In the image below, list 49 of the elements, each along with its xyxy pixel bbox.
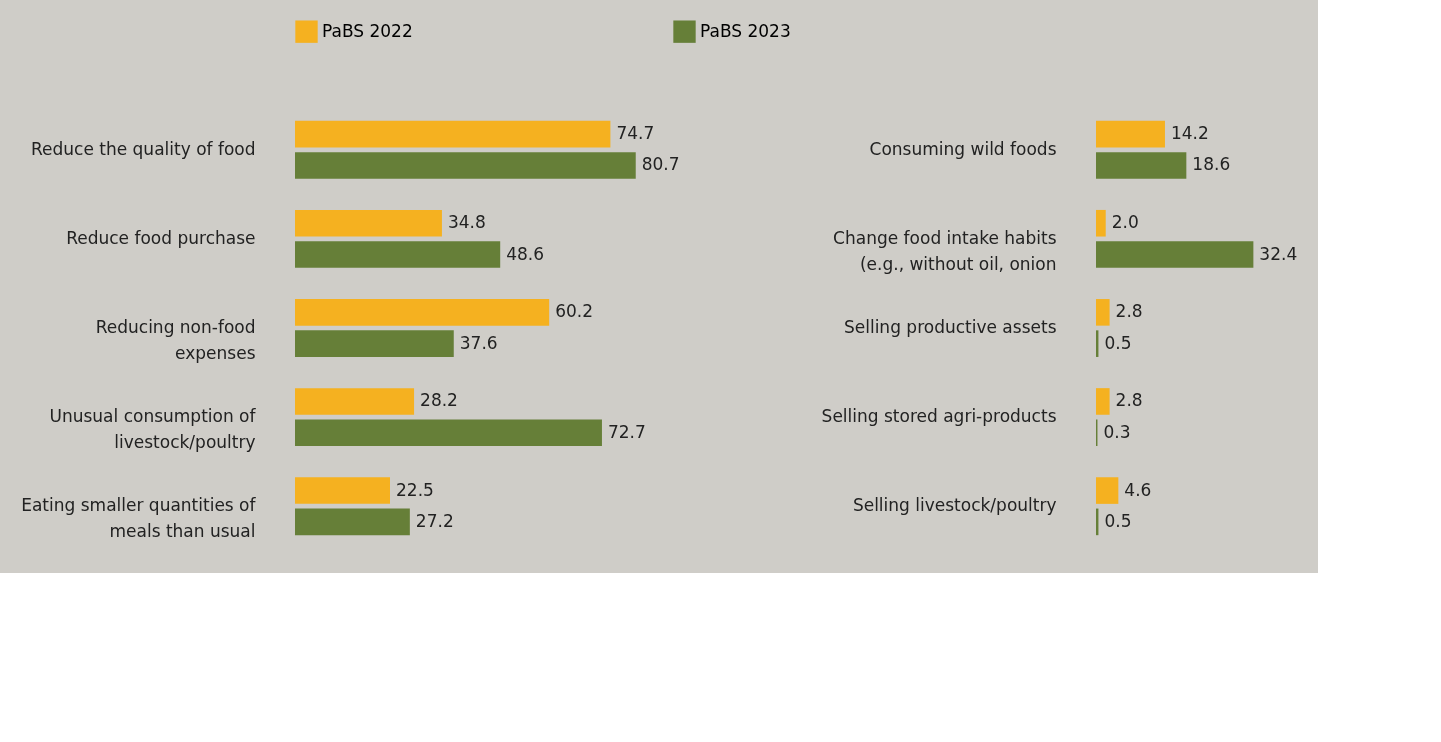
data-label: 72.7 <box>607 421 646 442</box>
bar <box>295 152 636 179</box>
y-tick-label: Unusual consumption of livestock/poultry <box>49 406 257 453</box>
bar <box>295 330 454 357</box>
y-tick-label: Consuming wild foods <box>869 138 1057 159</box>
data-label: 74.7 <box>616 123 655 144</box>
data-label: 0.3 <box>1103 421 1131 442</box>
bar <box>1096 388 1110 415</box>
bar <box>295 388 415 415</box>
bar <box>295 120 611 148</box>
bar <box>295 299 550 326</box>
y-tick-label: Reduce food purchase <box>66 227 256 248</box>
data-label: 22.5 <box>396 479 434 500</box>
y-tick-label: Change food intake habits (e.g., without oil, onion <box>833 227 1057 274</box>
y-tick-label: Eating smaller quantities of meals than usual <box>21 495 257 542</box>
data-label: 27.2 <box>415 510 454 531</box>
bar <box>295 477 390 504</box>
data-label: 0.5 <box>1104 332 1132 353</box>
data-label: 34.8 <box>447 212 486 233</box>
data-label: 4.6 <box>1124 479 1152 500</box>
legend-label: PaBS 2022 <box>322 20 413 41</box>
y-tick-label: Reducing non-food expenses <box>95 317 256 363</box>
bar <box>295 241 501 268</box>
data-label: 80.7 <box>641 154 680 175</box>
bar <box>1096 241 1254 268</box>
y-tick-label: Reduce the quality of food <box>30 138 256 159</box>
bar <box>295 209 442 237</box>
data-label: 18.6 <box>1192 154 1231 175</box>
data-label: 37.6 <box>459 332 498 353</box>
y-tick-label: Selling livestock/poultry <box>852 495 1057 516</box>
data-label: 2.0 <box>1111 212 1139 233</box>
data-label: 32.4 <box>1259 243 1298 264</box>
bar <box>1096 209 1106 237</box>
bar <box>1096 299 1110 326</box>
data-label: 2.8 <box>1115 301 1143 322</box>
legend-label: PaBS 2023 <box>700 20 791 41</box>
bar <box>295 508 410 536</box>
data-label: 28.2 <box>420 390 458 411</box>
data-label: 14.2 <box>1170 123 1209 144</box>
bar <box>295 419 602 447</box>
data-label: 60.2 <box>555 301 594 322</box>
y-tick-label: Selling stored agri-products <box>821 406 1057 427</box>
data-label: 2.8 <box>1115 390 1143 411</box>
y-tick-label: Selling productive assets <box>843 317 1057 337</box>
data-label: 0.5 <box>1104 510 1132 531</box>
bar <box>1096 120 1165 148</box>
bar <box>1096 152 1187 179</box>
data-label: 48.6 <box>506 243 545 264</box>
bar <box>1096 477 1119 504</box>
